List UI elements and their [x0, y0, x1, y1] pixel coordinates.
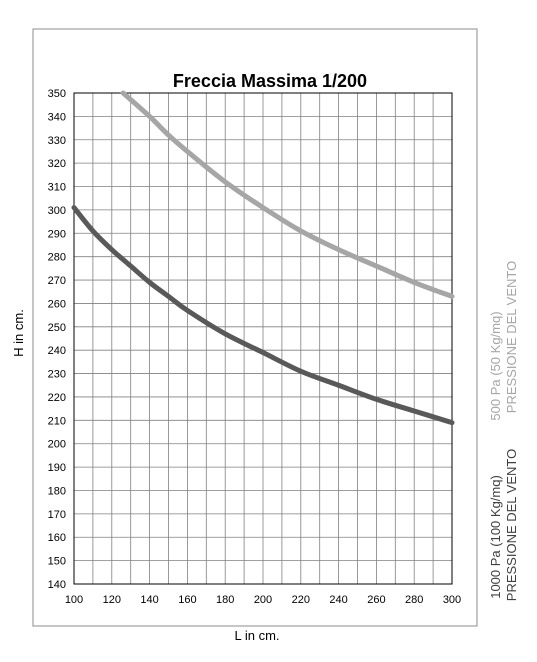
- side-label-light-line1: 500 Pa (50 Kg/mq): [488, 311, 503, 420]
- y-tick-label: 290: [48, 228, 66, 240]
- y-tick-label: 200: [48, 439, 66, 451]
- side-label-dark-line2: PRESSIONE DEL VENTO: [504, 449, 519, 601]
- y-tick-label: 270: [48, 275, 66, 287]
- y-tick-label: 140: [48, 579, 66, 591]
- y-tick-label: 280: [48, 252, 66, 264]
- series-lines: [71, 90, 455, 426]
- y-tick-label: 300: [48, 205, 66, 217]
- y-tick-label: 240: [48, 345, 66, 357]
- plot-area-border: [73, 92, 453, 585]
- x-tick-label: 100: [65, 594, 83, 606]
- x-tick-label: 300: [443, 594, 461, 606]
- series-line-500pa: [120, 90, 455, 299]
- y-tick-label: 250: [48, 322, 66, 334]
- y-tick-label: 170: [48, 509, 66, 521]
- y-tick-label: 260: [48, 298, 66, 310]
- y-tick-label: 220: [48, 392, 66, 404]
- x-tick-label: 260: [367, 594, 385, 606]
- y-tick-label: 210: [48, 415, 66, 427]
- y-tick-label: 330: [48, 135, 66, 147]
- y-axis-label: H in cm.: [11, 309, 26, 357]
- x-tick-label: 280: [405, 594, 423, 606]
- x-tick-label: 120: [103, 594, 121, 606]
- x-tick-label: 140: [140, 594, 158, 606]
- side-label-light-line2: PRESSIONE DEL VENTO: [504, 261, 519, 413]
- x-axis-label: L in cm.: [234, 628, 279, 643]
- tick-labels: 100 120 140 160 180 200 220 240 260 280 300 140 150 1…: [48, 88, 462, 606]
- x-tick-label: 220: [292, 594, 310, 606]
- y-tick-label: 310: [48, 182, 66, 194]
- chart-title: Freccia Massima 1/200: [173, 71, 367, 91]
- y-tick-label: 160: [48, 532, 66, 544]
- y-tick-label: 180: [48, 485, 66, 497]
- x-tick-label: 160: [178, 594, 196, 606]
- y-tick-label: 350: [48, 88, 66, 100]
- x-tick-label: 180: [216, 594, 234, 606]
- y-tick-label: 320: [48, 158, 66, 170]
- chart-frame: [32, 28, 478, 627]
- x-tick-label: 240: [329, 594, 347, 606]
- grid: [73, 92, 453, 585]
- y-tick-label: 150: [48, 556, 66, 568]
- side-label-dark-line1: 1000 Pa (100 Kg/mq): [488, 475, 503, 599]
- y-tick-label: 230: [48, 369, 66, 381]
- series-line-1000pa: [71, 205, 455, 426]
- y-tick-label: 190: [48, 462, 66, 474]
- x-tick-label: 200: [254, 594, 272, 606]
- y-tick-label: 340: [48, 111, 66, 123]
